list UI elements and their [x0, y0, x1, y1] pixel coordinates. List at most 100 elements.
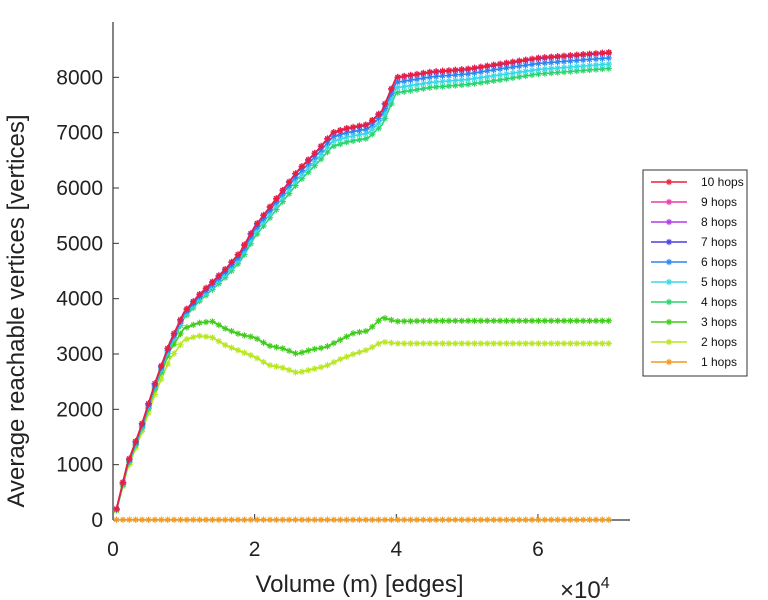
- marker-stroke: [344, 354, 350, 360]
- marker-stroke: [561, 64, 567, 71]
- marker-stroke: [158, 376, 164, 382]
- marker-stroke: [248, 517, 254, 523]
- marker-stroke: [599, 318, 605, 324]
- marker-stroke: [580, 517, 586, 523]
- marker-stroke: [586, 318, 593, 324]
- legend-item: 2 hops: [651, 335, 737, 349]
- marker-stroke: [401, 83, 407, 90]
- legend-item: 9 hops: [651, 195, 737, 209]
- marker-stroke: [356, 349, 363, 355]
- marker-stroke: [554, 318, 561, 324]
- marker-stroke: [452, 318, 458, 324]
- marker-stroke: [548, 318, 554, 324]
- marker-stroke: [209, 318, 216, 325]
- marker-stroke: [324, 149, 331, 155]
- marker-stroke: [222, 325, 228, 332]
- marker-stroke: [395, 84, 401, 91]
- y-tick-label: 6000: [56, 177, 103, 200]
- marker-stroke: [305, 367, 311, 373]
- marker-stroke: [593, 318, 599, 324]
- marker-stroke: [337, 337, 343, 343]
- marker-stroke: [401, 318, 407, 324]
- marker-stroke: [542, 318, 548, 324]
- marker-stroke: [184, 517, 190, 523]
- marker-stroke: [318, 143, 324, 149]
- marker-stroke: [574, 68, 580, 74]
- marker-stroke: [580, 51, 586, 58]
- marker-stroke: [491, 340, 497, 347]
- marker-stroke: [292, 178, 299, 184]
- marker-stroke: [420, 75, 427, 81]
- marker-stroke: [280, 198, 286, 205]
- x-multiplier-exponent: 4: [601, 575, 610, 592]
- legend-item: 6 hops: [651, 255, 737, 269]
- marker-stroke: [529, 318, 535, 324]
- marker-stroke: [401, 517, 407, 523]
- marker-stroke: [542, 54, 548, 61]
- marker-stroke: [395, 318, 401, 324]
- marker-stroke: [184, 306, 190, 312]
- marker-stroke: [299, 171, 305, 177]
- marker-stroke: [433, 318, 439, 324]
- marker-stroke: [574, 318, 580, 324]
- marker-stroke: [439, 78, 446, 85]
- marker-stroke: [574, 63, 580, 70]
- legend-label: 2 hops: [701, 335, 737, 349]
- marker-stroke: [286, 517, 292, 523]
- series-8-hops: [113, 49, 612, 513]
- marker-stroke: [324, 362, 331, 368]
- marker-stroke: [350, 128, 356, 135]
- marker-stroke: [363, 517, 369, 523]
- marker-stroke: [567, 340, 574, 347]
- marker-stroke: [471, 318, 478, 324]
- series-line: [115, 51, 609, 510]
- marker-stroke: [484, 74, 490, 80]
- marker-stroke: [299, 163, 305, 170]
- marker-stroke: [388, 101, 395, 107]
- y-tick-label: 5000: [56, 232, 103, 255]
- y-tick-label: 4000: [56, 288, 103, 311]
- marker-stroke: [414, 318, 420, 324]
- marker-stroke: [407, 318, 414, 324]
- marker-stroke: [369, 324, 375, 330]
- marker-stroke: [197, 291, 203, 297]
- marker-stroke: [190, 298, 196, 305]
- marker-stroke: [407, 340, 414, 347]
- marker-stroke: [254, 231, 260, 237]
- marker-stroke: [350, 133, 356, 139]
- marker-stroke: [133, 438, 139, 444]
- y-tick-label: 1000: [56, 454, 103, 477]
- series-line: [115, 51, 609, 510]
- marker-stroke: [363, 135, 369, 142]
- marker-stroke: [305, 169, 311, 175]
- marker-stroke: [439, 318, 446, 324]
- marker-stroke: [299, 369, 305, 375]
- marker-stroke: [248, 334, 254, 340]
- marker-stroke: [363, 126, 369, 132]
- marker-stroke: [523, 340, 529, 347]
- marker-stroke: [407, 82, 414, 89]
- marker-stroke: [666, 319, 672, 325]
- x-tick-label: 0: [107, 538, 119, 561]
- marker-stroke: [145, 400, 152, 407]
- marker-stroke: [427, 74, 433, 80]
- marker-stroke: [561, 58, 567, 65]
- marker-stroke: [523, 57, 529, 63]
- marker-stroke: [267, 343, 273, 349]
- marker-stroke: [356, 123, 363, 129]
- marker-stroke: [484, 318, 490, 324]
- marker-stroke: [567, 64, 574, 70]
- series-4-hops: [113, 65, 612, 513]
- marker-stroke: [446, 72, 452, 79]
- marker-stroke: [503, 65, 510, 71]
- marker-stroke: [542, 70, 548, 77]
- marker-stroke: [446, 340, 452, 347]
- marker-stroke: [369, 131, 375, 137]
- legend-item: 8 hops: [651, 215, 737, 229]
- marker-stroke: [337, 127, 343, 133]
- marker-stroke: [599, 55, 605, 62]
- marker-stroke: [228, 345, 235, 351]
- marker-stroke: [331, 129, 337, 135]
- marker-stroke: [184, 336, 190, 342]
- marker-stroke: [535, 517, 542, 523]
